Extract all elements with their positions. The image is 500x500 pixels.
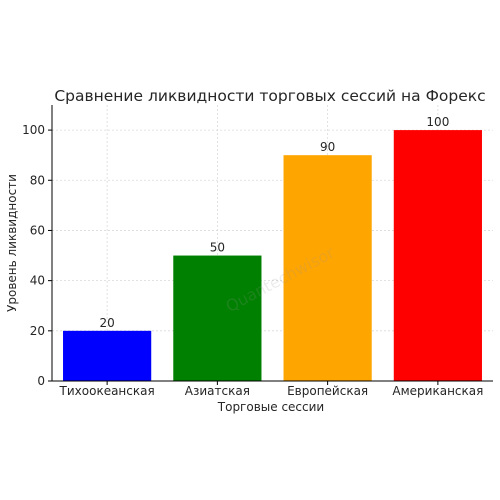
- y-axis-label: Уровень ликвидности: [5, 174, 19, 312]
- y-tick-label: 40: [30, 274, 45, 288]
- bar-value-label: 100: [426, 115, 449, 129]
- x-tick-labels: Тихоокеанская Азиатская Европейская Америка…: [59, 381, 483, 398]
- data-labels: 20 50 90 100: [99, 115, 449, 330]
- chart-title: Сравнение ликвидности торговых сессий на…: [54, 87, 485, 105]
- bars: [63, 130, 482, 381]
- x-axis-label: Торговые сессии: [217, 400, 324, 414]
- x-tick-label: Американская: [392, 384, 483, 398]
- bar: [173, 255, 262, 381]
- y-tick-label: 100: [22, 123, 45, 137]
- bar: [393, 130, 482, 381]
- bar-value-label: 50: [210, 241, 225, 255]
- y-tick-label: 80: [30, 173, 45, 187]
- x-tick-label: Азиатская: [185, 384, 250, 398]
- bar: [63, 330, 152, 381]
- y-tick-label: 0: [37, 374, 45, 388]
- bar-value-label: 20: [99, 316, 114, 330]
- bar: [283, 155, 372, 381]
- x-tick-label: Тихоокеанская: [59, 384, 155, 398]
- x-tick-label: Европейская: [287, 384, 368, 398]
- y-tick-label: 20: [30, 324, 45, 338]
- bar-value-label: 90: [320, 140, 335, 154]
- y-tick-labels: 0 20 40 60 80 100: [22, 123, 52, 388]
- y-tick-label: 60: [30, 223, 45, 237]
